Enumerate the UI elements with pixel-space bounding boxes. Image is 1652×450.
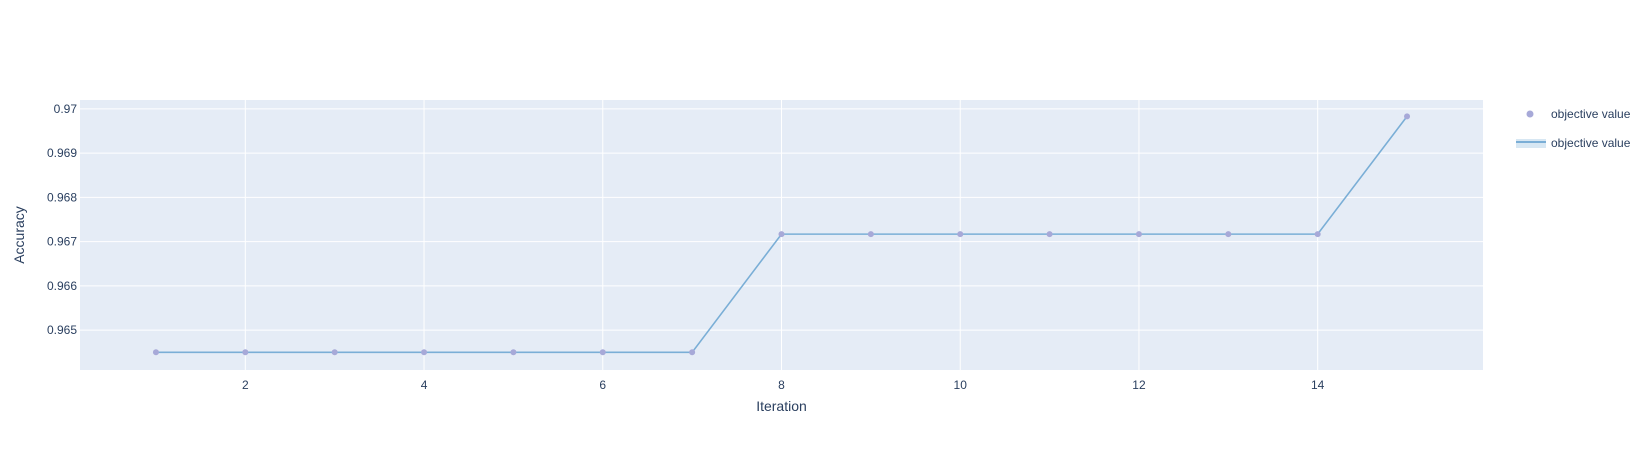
y-tick-label: 0.967 xyxy=(47,235,77,249)
x-tick-label: 4 xyxy=(421,378,428,392)
x-tick-label: 2 xyxy=(242,378,249,392)
y-tick-label: 0.965 xyxy=(47,323,77,337)
data-point[interactable] xyxy=(1046,231,1053,238)
data-point[interactable] xyxy=(331,349,338,356)
y-tick-labels: 0.965 0.966 0.967 0.968 0.969 0.97 xyxy=(47,102,77,337)
y-tick-label: 0.968 xyxy=(47,190,77,204)
data-point[interactable] xyxy=(867,231,874,238)
y-grid xyxy=(80,108,1483,331)
data-point[interactable] xyxy=(599,349,606,356)
legend[interactable]: objective value objective value xyxy=(1516,107,1631,150)
data-point[interactable] xyxy=(689,349,696,356)
data-point[interactable] xyxy=(152,349,159,356)
data-point[interactable] xyxy=(421,349,428,356)
data-point[interactable] xyxy=(957,231,964,238)
x-tick-label: 12 xyxy=(1132,378,1146,392)
data-point[interactable] xyxy=(1404,113,1411,120)
x-tick-label: 14 xyxy=(1311,378,1325,392)
legend-line-band xyxy=(1516,139,1546,148)
legend-marker-symbol xyxy=(1526,110,1534,118)
x-tick-label: 8 xyxy=(778,378,785,392)
data-point[interactable] xyxy=(510,349,517,356)
legend-label-line: objective value xyxy=(1551,136,1631,150)
x-tick-labels: 2 4 6 8 10 12 14 xyxy=(242,378,1325,392)
y-axis-title: Accuracy xyxy=(11,206,27,264)
data-point[interactable] xyxy=(1135,231,1142,238)
x-tick-label: 6 xyxy=(599,378,606,392)
series-markers-group xyxy=(152,113,1411,356)
legend-item-line[interactable]: objective value xyxy=(1516,136,1631,150)
y-tick-label: 0.97 xyxy=(54,102,78,116)
data-point[interactable] xyxy=(778,231,785,238)
data-point[interactable] xyxy=(1225,231,1232,238)
x-tick-label: 10 xyxy=(954,378,968,392)
data-point[interactable] xyxy=(1314,231,1321,238)
data-point[interactable] xyxy=(242,349,249,356)
legend-item-markers[interactable]: objective value xyxy=(1526,107,1631,121)
y-tick-label: 0.969 xyxy=(47,146,77,160)
legend-label-markers: objective value xyxy=(1551,107,1631,121)
x-axis-title: Iteration xyxy=(756,398,807,414)
y-tick-label: 0.966 xyxy=(47,279,77,293)
